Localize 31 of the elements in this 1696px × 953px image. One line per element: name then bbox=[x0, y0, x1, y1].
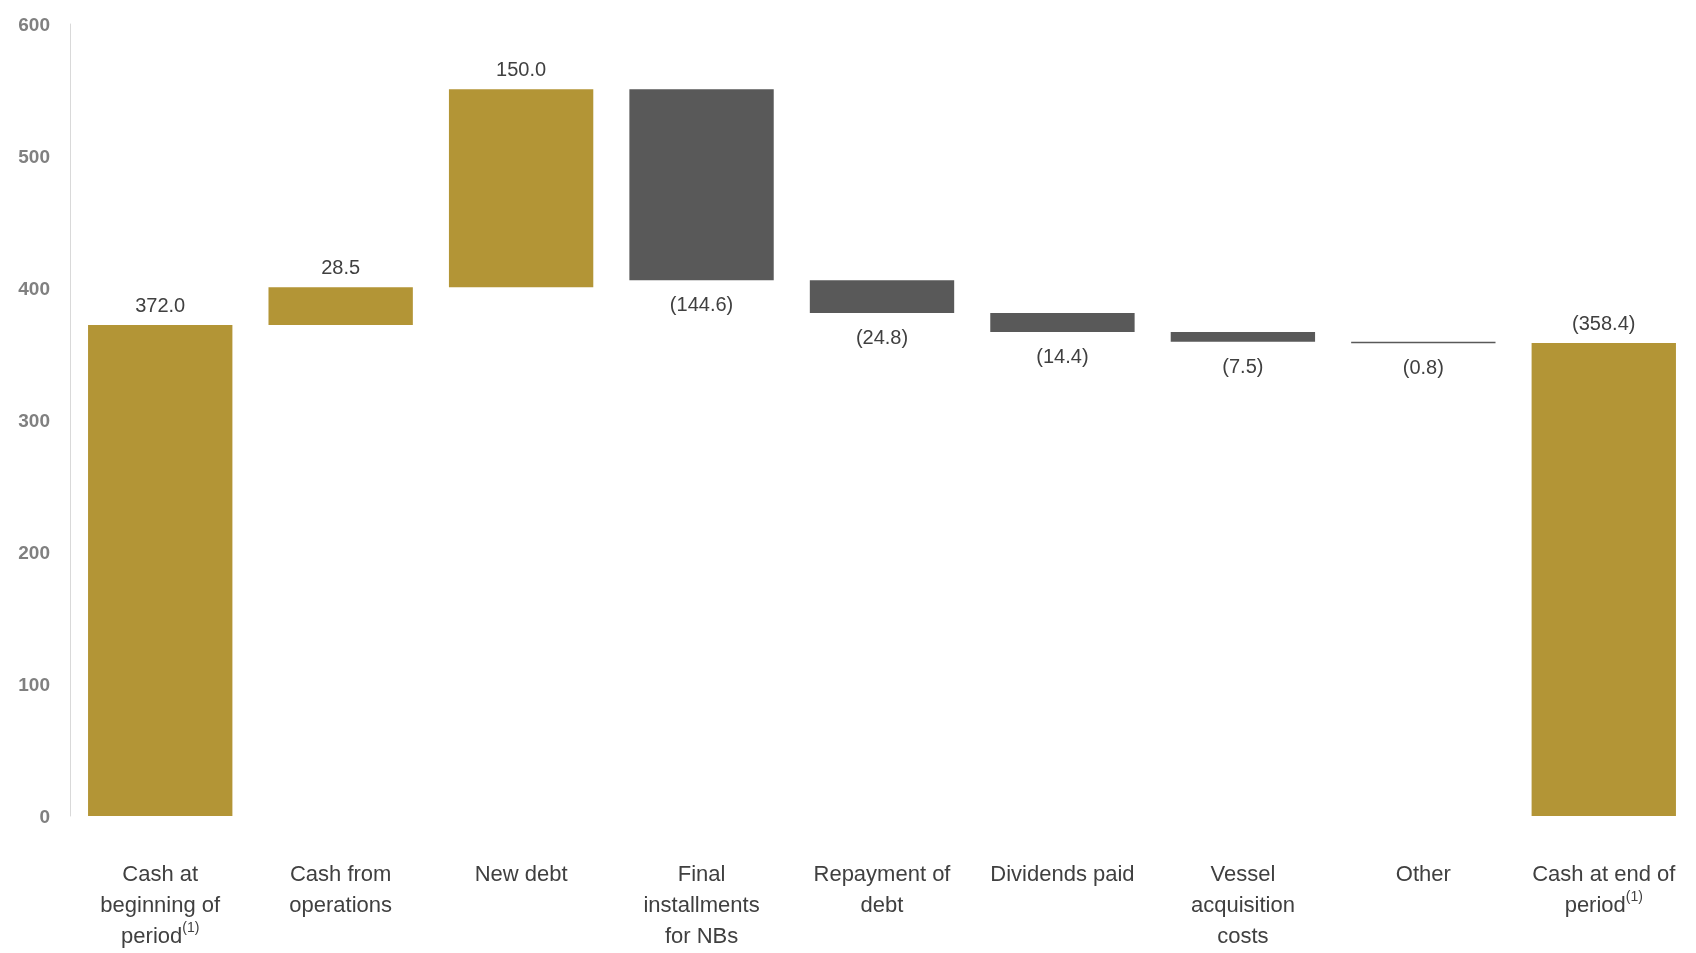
data-label: (144.6) bbox=[669, 293, 734, 316]
data-label: 372.0 bbox=[135, 293, 186, 316]
x-tick-label: Cash from operations bbox=[289, 861, 393, 917]
y-tick-label: 500 bbox=[18, 145, 50, 167]
x-tick-label: Dividends paid bbox=[990, 861, 1135, 886]
bar bbox=[990, 312, 1135, 332]
y-tick-label: 200 bbox=[18, 541, 50, 563]
y-tick-label: 400 bbox=[18, 277, 50, 299]
y-tick-label: 100 bbox=[18, 673, 50, 695]
bar bbox=[268, 287, 413, 325]
data-label: (0.8) bbox=[1402, 355, 1444, 378]
x-tick-label: Other bbox=[1395, 861, 1451, 886]
data-label: 28.5 bbox=[321, 256, 361, 279]
bar bbox=[809, 280, 955, 313]
x-tick-label: Repayment of debt bbox=[813, 861, 952, 917]
bar bbox=[1170, 331, 1316, 342]
x-tick-label: New debt bbox=[474, 861, 568, 886]
bar bbox=[629, 89, 774, 281]
bar bbox=[1531, 342, 1676, 816]
bar bbox=[448, 89, 594, 288]
data-label: (358.4) bbox=[1572, 311, 1636, 334]
y-tick-label: 0 bbox=[39, 805, 50, 827]
y-tick-label: 600 bbox=[18, 13, 50, 35]
bar bbox=[88, 324, 233, 816]
x-tick-label: Vessel acquisition costs bbox=[1190, 861, 1295, 948]
data-label: (14.4) bbox=[1036, 344, 1089, 367]
data-label: 150.0 bbox=[496, 58, 547, 81]
x-tick-label: Final installments for NBs bbox=[643, 861, 760, 948]
data-label: (7.5) bbox=[1222, 354, 1264, 377]
y-tick-label: 300 bbox=[18, 409, 50, 431]
data-label: (24.8) bbox=[855, 325, 909, 348]
